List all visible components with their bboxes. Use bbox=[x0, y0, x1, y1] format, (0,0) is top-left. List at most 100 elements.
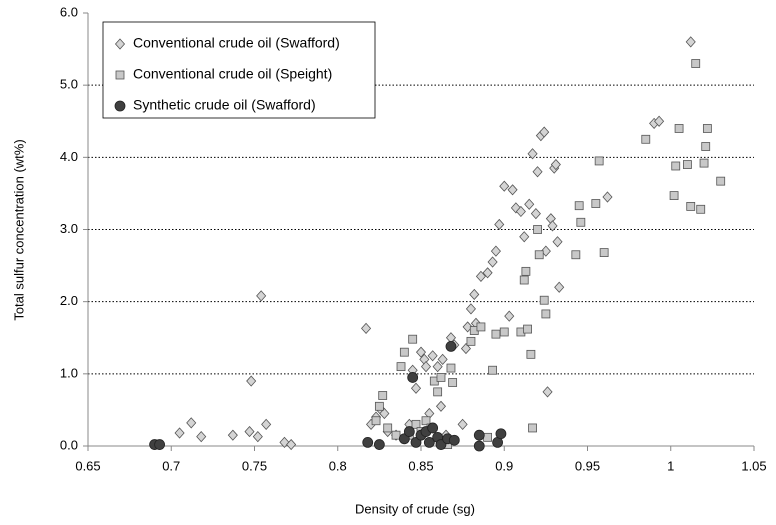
circle-point bbox=[473, 429, 485, 441]
diamond-point bbox=[469, 288, 480, 301]
square-point bbox=[408, 334, 418, 344]
legend-label: Synthetic crude oil (Swafford) bbox=[133, 97, 316, 113]
square-point bbox=[716, 176, 726, 186]
circle-point bbox=[373, 439, 385, 450]
diamond-point bbox=[246, 375, 257, 387]
square-point bbox=[533, 225, 542, 234]
x-tick-label: 0.95 bbox=[575, 458, 600, 473]
diamond-point bbox=[460, 342, 471, 355]
diamond-point bbox=[602, 191, 613, 203]
square-point bbox=[519, 275, 529, 285]
diamond-point bbox=[542, 386, 553, 398]
square-point bbox=[534, 250, 544, 260]
diamond-point bbox=[261, 418, 272, 430]
diamond-point bbox=[482, 267, 493, 279]
x-axis-label: Density of crude (sg) bbox=[355, 501, 475, 516]
square-point bbox=[448, 378, 458, 387]
square-point bbox=[641, 134, 651, 144]
diamond-point bbox=[227, 429, 238, 441]
diamond-point bbox=[114, 38, 126, 50]
square-point bbox=[594, 156, 604, 166]
diamond-point bbox=[252, 431, 263, 443]
diamond-point bbox=[361, 322, 372, 334]
circle-point bbox=[495, 428, 507, 440]
square-point bbox=[446, 363, 456, 373]
diamond-point bbox=[540, 245, 551, 257]
square-point bbox=[378, 391, 388, 400]
legend-label: Conventional crude oil (Speight) bbox=[133, 66, 332, 82]
circle-point bbox=[423, 436, 435, 448]
square-point bbox=[701, 142, 711, 151]
square-point bbox=[488, 365, 497, 375]
square-point bbox=[691, 59, 701, 68]
square-point bbox=[433, 387, 443, 397]
square-point bbox=[391, 430, 401, 440]
circle-point bbox=[114, 100, 126, 112]
circle-point bbox=[154, 439, 165, 450]
x-tick-label: 0.85 bbox=[408, 458, 433, 473]
square-point bbox=[411, 419, 421, 429]
square-point bbox=[541, 309, 551, 319]
diamond-point bbox=[244, 425, 255, 438]
diamond-point bbox=[519, 231, 530, 243]
diamond-point bbox=[196, 431, 207, 443]
square-point bbox=[591, 199, 601, 208]
diamond-point bbox=[415, 346, 427, 358]
legend-box bbox=[102, 21, 376, 119]
square-point bbox=[526, 349, 536, 359]
square-point bbox=[696, 204, 706, 214]
diamond-point bbox=[435, 400, 447, 412]
square-point bbox=[491, 329, 501, 339]
square-point bbox=[699, 158, 709, 168]
y-tick-label: 3.0 bbox=[60, 221, 78, 236]
circle-point bbox=[473, 440, 485, 452]
circle-point bbox=[362, 436, 374, 448]
square-point bbox=[683, 160, 692, 169]
diamond-point bbox=[515, 205, 526, 218]
diamond-point bbox=[465, 303, 476, 315]
diamond-point bbox=[462, 321, 473, 333]
y-tick-label: 4.0 bbox=[60, 149, 78, 164]
diamond-point bbox=[685, 36, 696, 48]
diamond-point bbox=[256, 290, 267, 302]
legend-label: Conventional crude oil (Swafford) bbox=[133, 35, 340, 51]
x-tick-label: 0.7 bbox=[162, 458, 180, 473]
square-point bbox=[374, 401, 384, 411]
x-tick-label: 0.9 bbox=[495, 458, 513, 473]
square-point bbox=[483, 432, 493, 442]
x-tick-label: 0.65 bbox=[75, 458, 100, 473]
square-point bbox=[669, 191, 679, 200]
y-tick-label: 5.0 bbox=[60, 77, 78, 92]
circle-point bbox=[407, 372, 419, 383]
diamond-point bbox=[475, 270, 486, 283]
diamond-point bbox=[532, 166, 543, 178]
square-point bbox=[574, 201, 584, 211]
x-tick-label: 0.75 bbox=[242, 458, 267, 473]
diamond-point bbox=[504, 310, 515, 322]
square-point bbox=[674, 124, 684, 133]
diamond-point bbox=[490, 245, 501, 257]
circle-point bbox=[445, 341, 457, 352]
diamond-point bbox=[427, 350, 438, 362]
square-point bbox=[576, 217, 586, 227]
diamond-point bbox=[410, 382, 422, 394]
square-point bbox=[399, 347, 409, 357]
x-tick-label: 1 bbox=[667, 458, 674, 473]
diamond-point bbox=[554, 281, 565, 293]
diamond-point bbox=[527, 148, 538, 160]
diamond-point bbox=[487, 256, 498, 268]
diamond-point bbox=[286, 438, 297, 451]
diamond-point bbox=[174, 427, 185, 439]
diamond-point bbox=[432, 361, 443, 373]
square-point bbox=[476, 322, 486, 332]
x-tick-label: 1.05 bbox=[741, 458, 766, 473]
diamond-point bbox=[499, 180, 510, 192]
diamond-point bbox=[507, 184, 518, 196]
y-tick-label: 0.0 bbox=[60, 437, 78, 452]
diamond-point bbox=[494, 218, 505, 231]
y-tick-label: 2.0 bbox=[60, 293, 78, 308]
circle-point bbox=[448, 434, 460, 446]
square-point bbox=[466, 336, 476, 346]
diamond-point bbox=[654, 115, 665, 127]
